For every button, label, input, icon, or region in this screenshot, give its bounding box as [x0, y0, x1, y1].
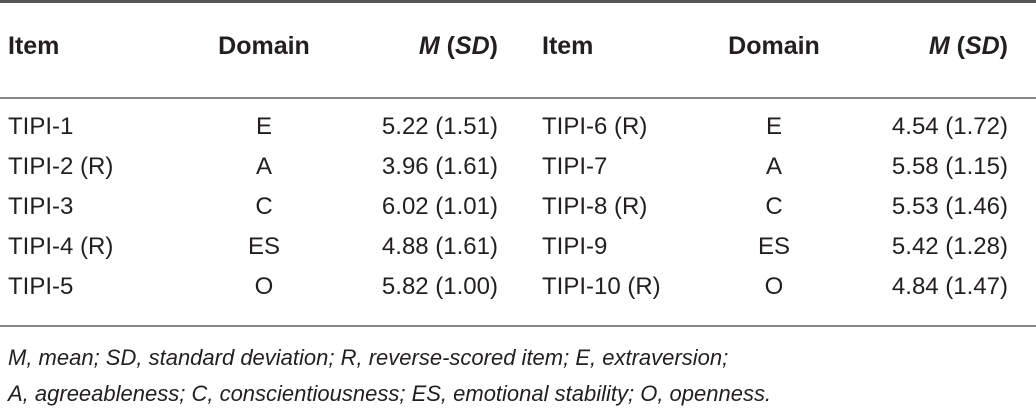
- header-item-2: Item: [542, 32, 594, 60]
- cell-domain: C: [255, 193, 273, 220]
- header-m-label: M: [418, 32, 440, 60]
- cell-item: TIPI-5: [8, 273, 74, 300]
- cell-mean-sd: 3.96 (1.61): [381, 153, 498, 180]
- cell-mean-sd: 4.84 (1.47): [891, 273, 1008, 300]
- cell-mean-sd: 6.02 (1.01): [381, 193, 498, 220]
- cell-mean-sd: 5.53 (1.46): [891, 193, 1008, 220]
- cell-domain: C: [765, 193, 783, 220]
- table-header-rule: [0, 97, 1036, 99]
- cell-mean-sd: 5.58 (1.15): [891, 153, 1008, 180]
- header-sd-label: SD: [454, 32, 490, 60]
- table-row: TIPI-1 E 5.22 (1.51) TIPI-6 (R) E 4.54 (…: [0, 109, 1036, 143]
- table-row: TIPI-3 C 6.02 (1.01) TIPI-8 (R) C 5.53 (…: [0, 189, 1036, 223]
- header-msd-2: M (SD): [928, 32, 1008, 60]
- cell-domain: O: [254, 273, 274, 300]
- cell-item: TIPI-8 (R): [542, 193, 648, 220]
- footnote-line-2: A, agreeableness; C, conscientiousness; …: [8, 381, 772, 406]
- table-row: TIPI-4 (R) ES 4.88 (1.61) TIPI-9 ES 5.42…: [0, 229, 1036, 263]
- cell-item: TIPI-9: [542, 233, 608, 260]
- header-m-label: M: [928, 32, 950, 60]
- cell-item: TIPI-3: [8, 193, 74, 220]
- cell-item: TIPI-6 (R): [542, 113, 648, 140]
- cell-domain: E: [255, 113, 272, 140]
- cell-mean-sd: 5.42 (1.28): [891, 233, 1008, 260]
- cell-mean-sd: 5.82 (1.00): [381, 273, 498, 300]
- table-top-rule: [0, 0, 1036, 3]
- cell-item: TIPI-10 (R): [542, 273, 661, 300]
- table-bottom-rule: [0, 325, 1036, 327]
- table-row: TIPI-5 O 5.82 (1.00) TIPI-10 (R) O 4.84 …: [0, 269, 1036, 303]
- header-item-1: Item: [8, 32, 60, 60]
- header-domain-2: Domain: [728, 32, 820, 60]
- table-header-row: Item Domain M (SD) Item Domain M (SD): [0, 28, 1036, 68]
- header-msd-1: M (SD): [418, 32, 498, 60]
- header-domain-1: Domain: [218, 32, 310, 60]
- cell-domain: E: [765, 113, 782, 140]
- cell-domain: A: [255, 153, 272, 180]
- cell-item: TIPI-1: [8, 113, 74, 140]
- footnote-line-1: M, mean; SD, standard deviation; R, reve…: [8, 345, 729, 370]
- cell-domain: ES: [247, 233, 280, 260]
- cell-mean-sd: 5.22 (1.51): [381, 113, 498, 140]
- cell-item: TIPI-2 (R): [8, 153, 114, 180]
- cell-item: TIPI-4 (R): [8, 233, 114, 260]
- cell-domain: O: [764, 273, 784, 300]
- cell-domain: A: [765, 153, 782, 180]
- cell-domain: ES: [757, 233, 790, 260]
- cell-mean-sd: 4.54 (1.72): [891, 113, 1008, 140]
- table-footnote: M, mean; SD, standard deviation; R, reve…: [8, 340, 1028, 412]
- cell-item: TIPI-7: [542, 153, 608, 180]
- table-row: TIPI-2 (R) A 3.96 (1.61) TIPI-7 A 5.58 (…: [0, 149, 1036, 183]
- cell-mean-sd: 4.88 (1.61): [381, 233, 498, 260]
- header-sd-label: SD: [964, 32, 1000, 60]
